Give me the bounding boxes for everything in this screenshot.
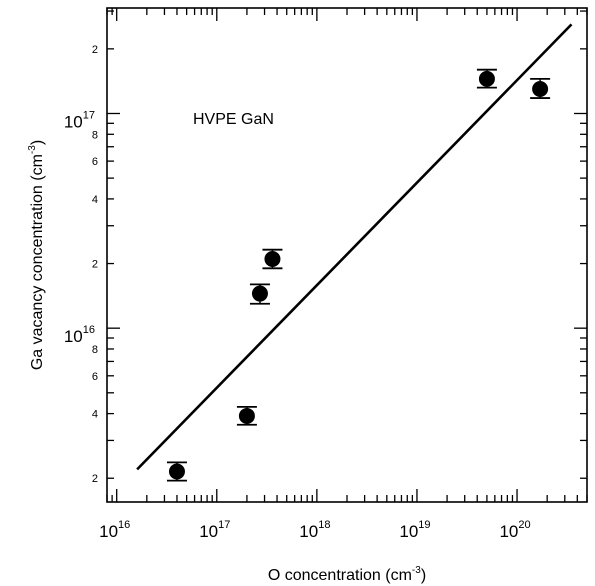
data-point — [166, 461, 187, 482]
x-tick-label: 1018 — [299, 519, 330, 541]
x-axis-title: O concentration (cm-3) — [268, 565, 426, 584]
data-point — [476, 68, 497, 89]
axis-ticks — [106, 8, 588, 502]
chart-annotation: HVPE GaN — [193, 111, 274, 128]
point-marker — [264, 250, 281, 267]
point-marker — [478, 70, 495, 87]
data-point — [249, 283, 270, 305]
x-tick-label: 1017 — [199, 519, 230, 541]
fit-line — [136, 23, 573, 471]
y-tick-label: 1017 — [64, 109, 95, 131]
x-tick-label: 1016 — [99, 519, 130, 541]
data-points — [166, 68, 551, 482]
tick-labels: 1016 1017 1018 1019 1020 1016 1017 2 4 6 8 2 4 6 8 2 — [64, 44, 531, 541]
y-minor-tick-label: 4 — [92, 409, 98, 421]
x-tick-label: 1020 — [499, 519, 530, 541]
data-point — [262, 248, 283, 270]
y-minor-tick-label: 6 — [92, 371, 98, 383]
point-marker — [238, 407, 255, 424]
y-minor-tick-label: 8 — [92, 129, 98, 141]
point-marker — [532, 81, 549, 98]
data-point — [236, 405, 257, 426]
y-minor-tick-label: 2 — [92, 473, 98, 485]
y-minor-tick-label: 6 — [92, 156, 98, 168]
y-axis-title: Ga vacancy concentration (cm-3) — [27, 140, 46, 370]
point-marker — [251, 285, 268, 302]
x-tick-label: 1019 — [399, 519, 430, 541]
y-minor-tick-label: 4 — [92, 194, 98, 206]
y-tick-label: 1016 — [64, 324, 95, 346]
y-minor-tick-label: 2 — [92, 44, 98, 56]
y-minor-tick-label: 8 — [92, 344, 98, 356]
point-marker — [168, 463, 185, 480]
y-minor-tick-label: 2 — [92, 259, 98, 271]
data-point — [530, 77, 551, 99]
